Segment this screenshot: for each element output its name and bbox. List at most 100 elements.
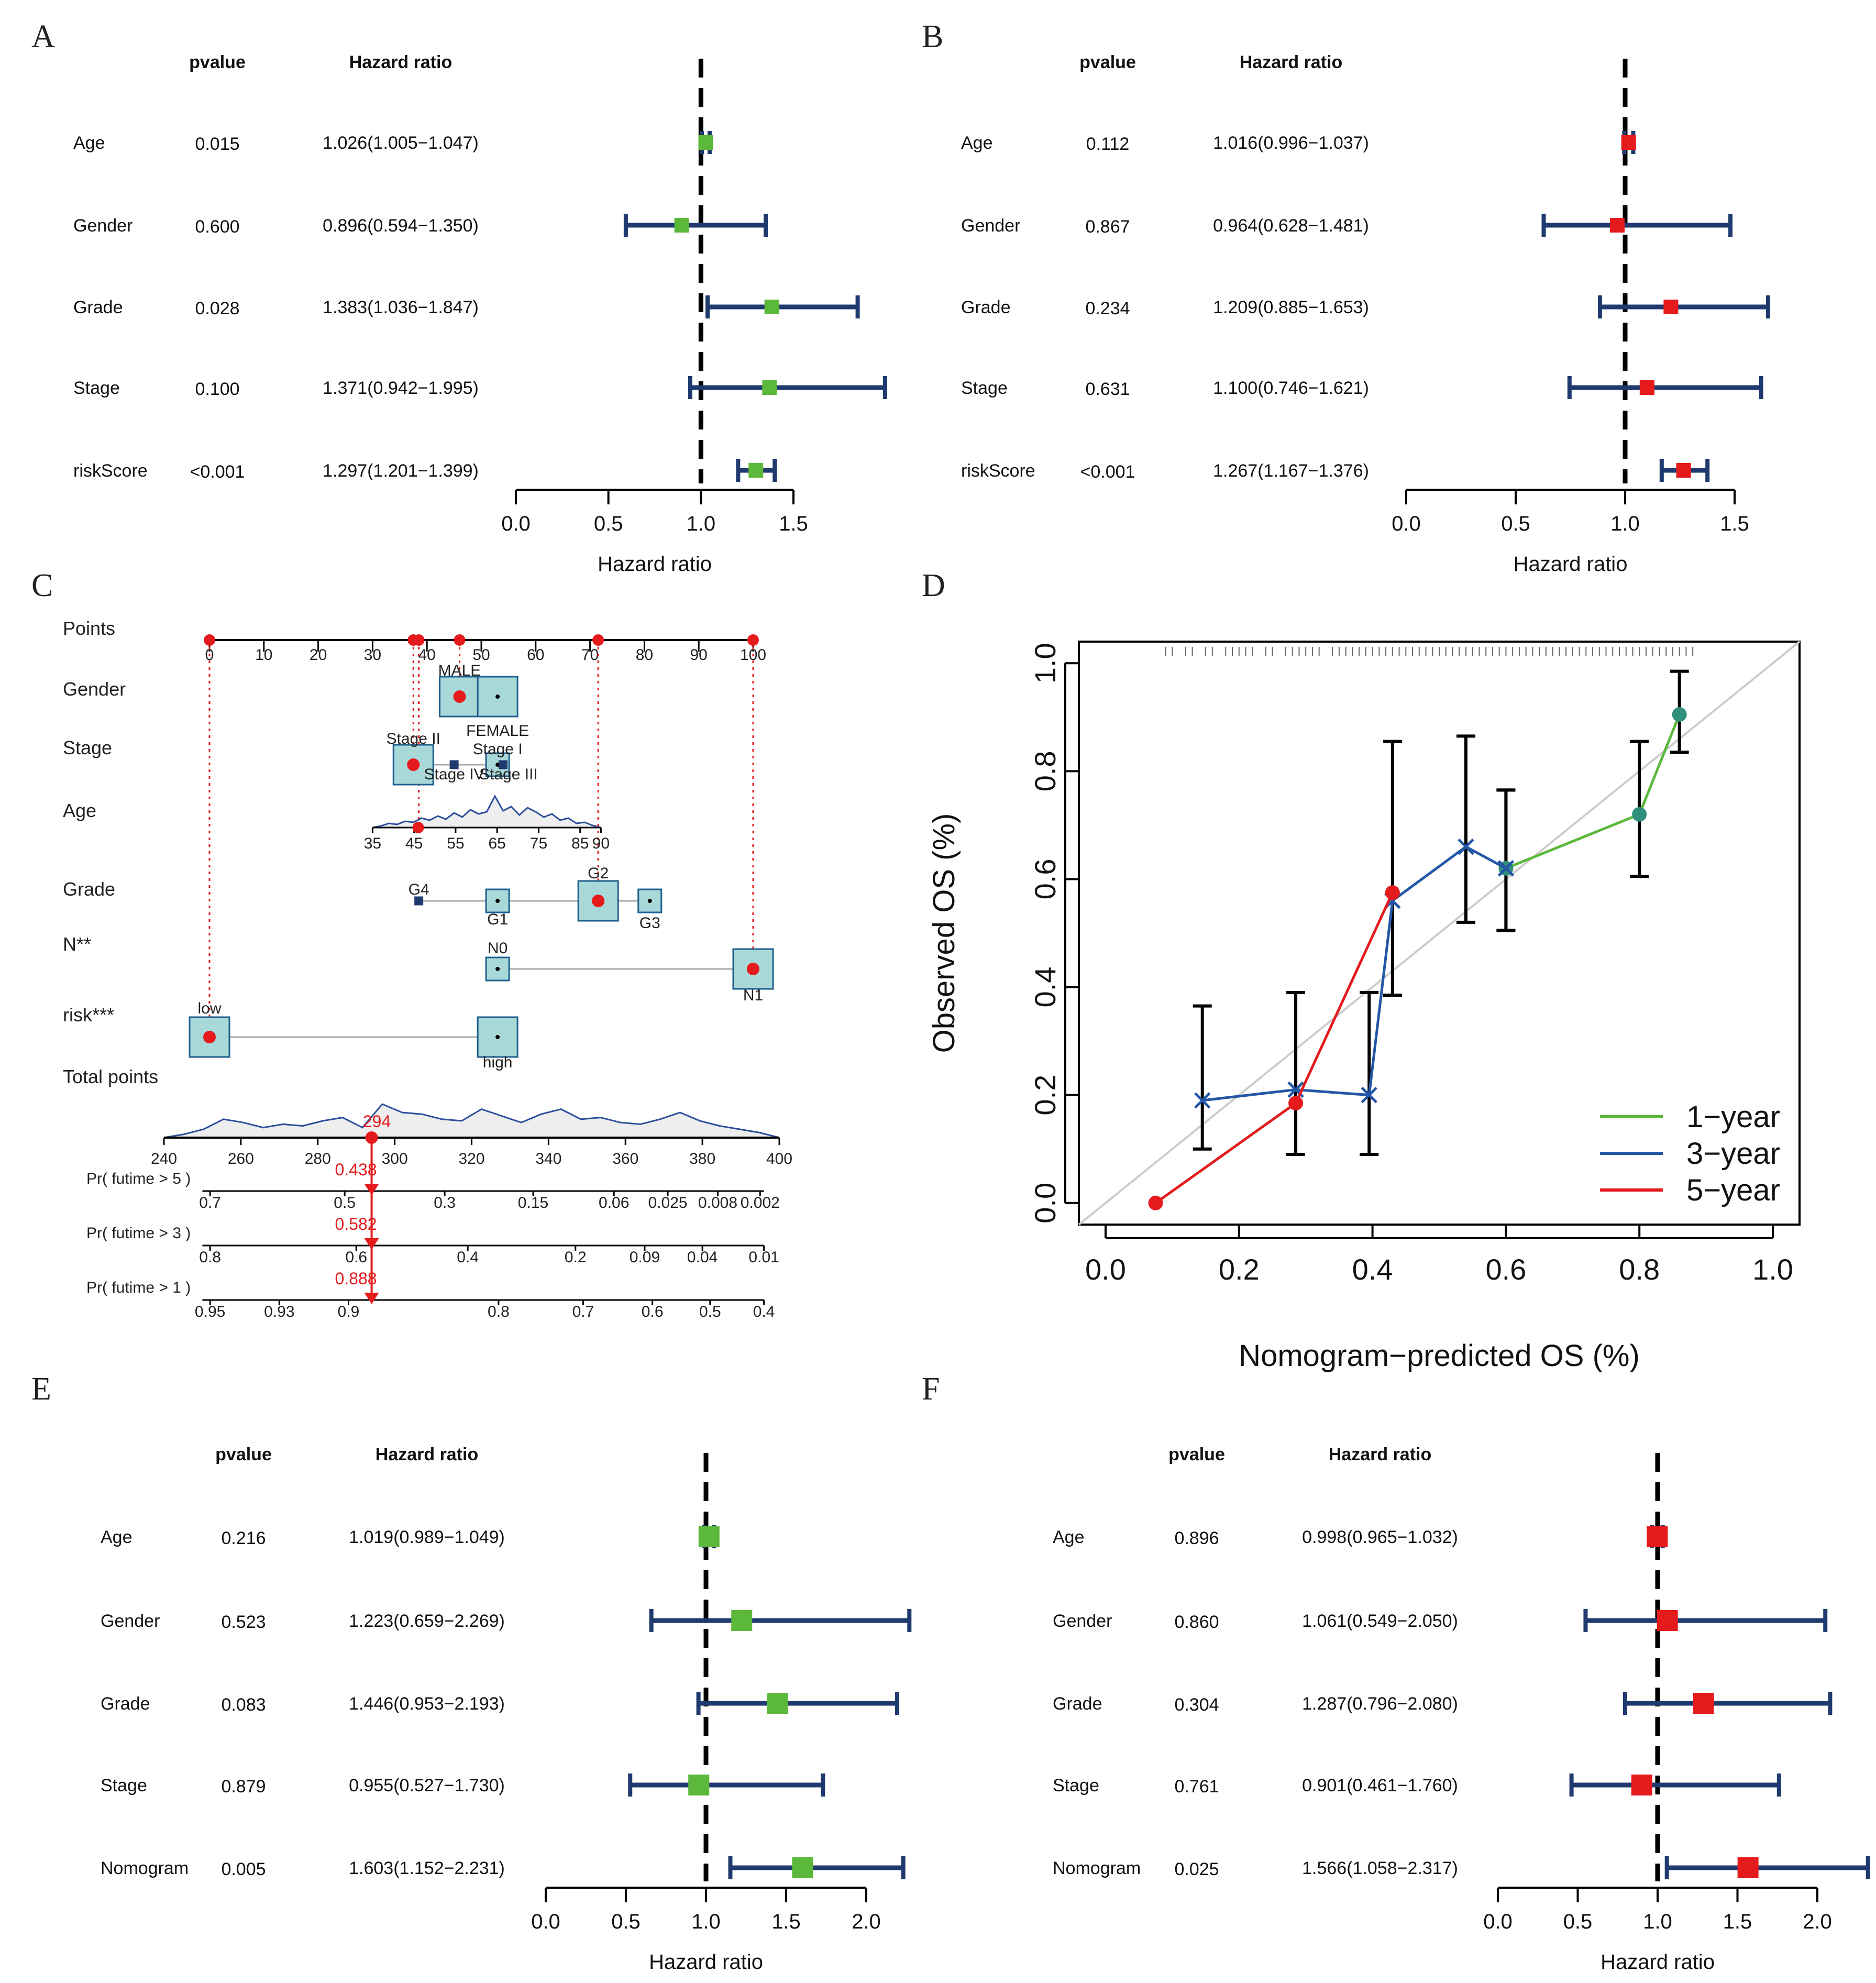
gender-level-label: MALE (438, 662, 481, 679)
probability-tick-label: 0.2 (565, 1249, 587, 1266)
series-point-blue (1194, 1092, 1211, 1109)
grade-selected-dot (592, 895, 605, 907)
hr-point-e (698, 1526, 720, 1547)
forest-plot-f: pvalue Hazard ratio Age 0.896 0.998(0.965−1.… (1053, 1445, 1870, 1974)
selected-points-dot (592, 634, 604, 646)
n-stage-level-label: N0 (488, 940, 507, 957)
hr-point-f (1693, 1693, 1714, 1714)
row-label-e: Age (101, 1527, 133, 1547)
row-hr-text-a: 1.026(1.005−1.047) (323, 133, 479, 153)
x-tick-label-a: 1.0 (687, 512, 716, 535)
probability-arrow (364, 1293, 379, 1304)
n-stage-selected-dot (747, 963, 759, 975)
header-pvalue-b: pvalue (1079, 52, 1136, 72)
age-tick-label: 65 (489, 835, 506, 852)
total-points-tick-label: 380 (689, 1150, 715, 1167)
x-tick-label-b: 1.5 (1720, 512, 1749, 535)
age-tick-label: 35 (364, 835, 381, 852)
row-hr-text-e: 1.019(0.989−1.049) (349, 1527, 505, 1547)
row-hr-text-b: 1.209(0.885−1.653) (1213, 298, 1369, 317)
probability-tick-label: 0.9 (338, 1303, 360, 1320)
total-points-tick-label: 300 (382, 1150, 408, 1167)
header-hazard-ratio-b: Hazard ratio (1240, 52, 1343, 72)
series-line-red (1155, 892, 1394, 1204)
hr-point-a (698, 135, 713, 150)
forest-plot-b: pvalue Hazard ratio Age 0.112 1.016(0.996−1.… (961, 52, 1770, 576)
row-label-b: Grade (961, 298, 1011, 317)
row-label-a: Grade (73, 298, 123, 317)
hr-point-a (674, 218, 689, 233)
row-pvalue-e: 0.005 (221, 1859, 266, 1879)
gender-label: Gender (63, 678, 126, 700)
row-pvalue-b: 0.631 (1085, 379, 1130, 399)
row-hr-text-a: 1.383(1.036−1.847) (323, 298, 479, 317)
panel-letter-e: E (31, 1371, 51, 1407)
calibration-plot-d: 0.0 0.2 0.4 0.6 0.8 1.0 0.0 0.2 0.4 0.6 0.8 1.0 Nomo… (927, 641, 1801, 1373)
nomogram-c: Points0102030405060708090100GenderMALEFE… (63, 618, 792, 1320)
row-label-f: Grade (1053, 1694, 1102, 1714)
total-points-selected-label: 294 (363, 1112, 391, 1131)
total-points-tick-label: 280 (305, 1150, 331, 1167)
grade-level-box (414, 896, 424, 906)
grade-level-label: G3 (639, 915, 660, 932)
probability-tick-label: 0.6 (642, 1303, 664, 1320)
hr-point-a (762, 380, 777, 395)
risk-label: risk*** (63, 1004, 114, 1026)
n-stage-label: N** (63, 933, 91, 955)
x-tick-label-d: 0.8 (1619, 1253, 1660, 1286)
row-label-a: riskScore (73, 461, 148, 481)
series-point-green (1632, 807, 1647, 822)
selected-points-dot (454, 634, 466, 646)
probability-tick-label: 0.6 (345, 1249, 367, 1266)
header-hazard-ratio-f: Hazard ratio (1329, 1445, 1432, 1464)
hr-point-b (1609, 218, 1625, 233)
hr-point-f (1657, 1610, 1678, 1631)
x-tick-label-e: 1.5 (771, 1910, 801, 1933)
stage-label: Stage (63, 737, 112, 758)
total-points-tick-label: 400 (766, 1150, 792, 1167)
n-stage-level-label: N1 (743, 987, 763, 1004)
probability-tick-label: 0.8 (199, 1249, 221, 1266)
total-points-tick-label: 360 (612, 1150, 638, 1167)
x-tick-label-a: 1.5 (779, 512, 808, 535)
total-points-tick-label: 340 (535, 1150, 561, 1167)
row-pvalue-e: 0.216 (221, 1528, 266, 1548)
total-points-tick-label: 240 (151, 1150, 177, 1167)
series-point-green (1672, 707, 1687, 722)
stage-level-label: Stage I (473, 741, 523, 758)
x-tick-label-e: 0.0 (531, 1910, 560, 1933)
probability-label: Pr( futime > 5 ) (86, 1170, 191, 1187)
row-label-b: Age (961, 133, 993, 153)
x-tick-label-e: 2.0 (852, 1910, 881, 1933)
probability-tick-label: 0.002 (741, 1194, 780, 1211)
row-label-b: Gender (961, 216, 1020, 236)
grade-level-label: G4 (409, 881, 429, 898)
probability-tick-label: 0.008 (698, 1194, 737, 1211)
row-label-a: Gender (73, 216, 133, 236)
x-tick-label-a: 0.5 (594, 512, 623, 535)
row-pvalue-f: 0.860 (1174, 1612, 1219, 1632)
stage-level-label: Stage III (479, 766, 538, 783)
probability-tick-label: 0.8 (488, 1303, 510, 1320)
selected-points-dot (413, 634, 425, 646)
row-hr-text-e: 0.955(0.527−1.730) (349, 1776, 505, 1795)
hr-point-b (1639, 380, 1654, 395)
age-tick-label: 90 (592, 835, 610, 852)
row-hr-text-a: 0.896(0.594−1.350) (323, 216, 479, 236)
age-tick-label: 55 (447, 835, 464, 852)
gender-level-center (495, 695, 500, 699)
row-pvalue-e: 0.083 (221, 1695, 266, 1715)
row-hr-text-b: 1.016(0.996−1.037) (1213, 133, 1369, 153)
age-tick-label: 45 (405, 835, 423, 852)
row-pvalue-e: 0.523 (221, 1612, 266, 1632)
n-stage-level-center (495, 967, 500, 971)
header-pvalue-a: pvalue (189, 52, 246, 72)
probability-tick-label: 0.5 (334, 1194, 356, 1211)
row-hr-text-e: 1.603(1.152−2.231) (349, 1858, 505, 1878)
row-pvalue-e: 0.879 (221, 1777, 266, 1797)
panel-letter-c: C (31, 568, 53, 603)
probability-tick-label: 0.5 (699, 1303, 721, 1320)
series-point-red (1288, 1096, 1304, 1111)
row-pvalue-b: 0.867 (1085, 217, 1130, 237)
